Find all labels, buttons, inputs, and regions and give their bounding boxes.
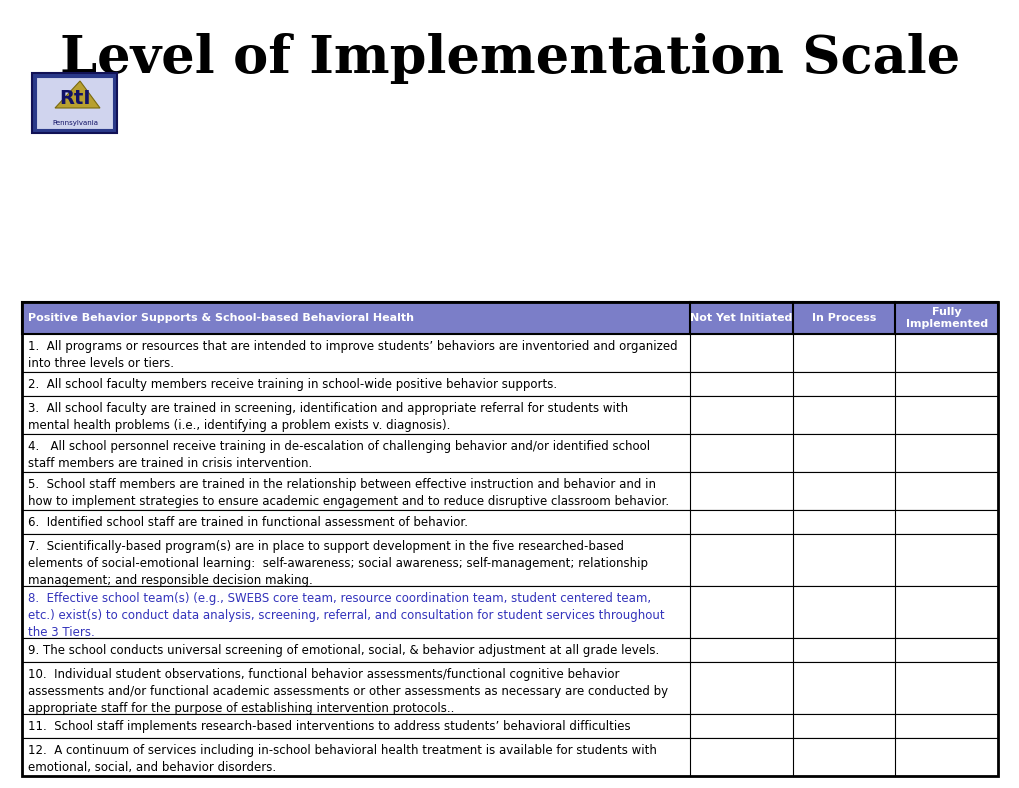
Text: RtI: RtI xyxy=(59,88,91,107)
Bar xyxy=(22,510,997,534)
Bar xyxy=(37,77,113,129)
Text: 8.  Effective school team(s) (e.g., SWEBS core team, resource coordination team,: 8. Effective school team(s) (e.g., SWEBS… xyxy=(28,592,664,639)
Text: 12.  A continuum of services including in-school behavioral health treatment is : 12. A continuum of services including in… xyxy=(28,744,656,774)
Bar xyxy=(33,73,117,133)
Text: 11.  School staff implements research-based interventions to address students’ b: 11. School staff implements research-bas… xyxy=(28,720,630,733)
Bar xyxy=(22,534,997,586)
Text: Level of Implementation Scale: Level of Implementation Scale xyxy=(60,33,959,84)
Text: 6.  Identified school staff are trained in functional assessment of behavior.: 6. Identified school staff are trained i… xyxy=(28,516,468,529)
Text: Pennsylvania: Pennsylvania xyxy=(52,120,98,126)
Bar xyxy=(22,638,997,662)
Bar xyxy=(22,738,997,776)
Text: Not Yet Initiated: Not Yet Initiated xyxy=(690,313,792,323)
Text: 10.  Individual student observations, functional behavior assessments/functional: 10. Individual student observations, fun… xyxy=(28,668,667,715)
Bar xyxy=(22,472,997,510)
Text: 1.  All programs or resources that are intended to improve students’ behaviors a: 1. All programs or resources that are in… xyxy=(28,340,677,370)
Text: Positive Behavior Supports & School-based Behavioral Health: Positive Behavior Supports & School-base… xyxy=(28,313,414,323)
Bar xyxy=(22,334,997,372)
Bar xyxy=(22,662,997,714)
Bar xyxy=(22,586,997,638)
Text: 4.   All school personnel receive training in de-escalation of challenging behav: 4. All school personnel receive training… xyxy=(28,440,649,470)
Text: In Process: In Process xyxy=(811,313,875,323)
Bar xyxy=(22,372,997,396)
Text: 7.  Scientifically-based program(s) are in place to support development in the f: 7. Scientifically-based program(s) are i… xyxy=(28,540,647,587)
Bar xyxy=(22,302,997,334)
Bar xyxy=(22,302,997,776)
Text: 5.  School staff members are trained in the relationship between effective instr: 5. School staff members are trained in t… xyxy=(28,478,668,508)
Bar xyxy=(22,434,997,472)
Bar xyxy=(22,396,997,434)
Polygon shape xyxy=(55,81,100,108)
Text: 2.  All school faculty members receive training in school-wide positive behavior: 2. All school faculty members receive tr… xyxy=(28,378,556,391)
Bar xyxy=(22,714,997,738)
Text: 9. The school conducts universal screening of emotional, social, & behavior adju: 9. The school conducts universal screeni… xyxy=(28,644,658,657)
Text: Fully
Implemented: Fully Implemented xyxy=(905,307,986,329)
Text: 3.  All school faculty are trained in screening, identification and appropriate : 3. All school faculty are trained in scr… xyxy=(28,402,628,432)
